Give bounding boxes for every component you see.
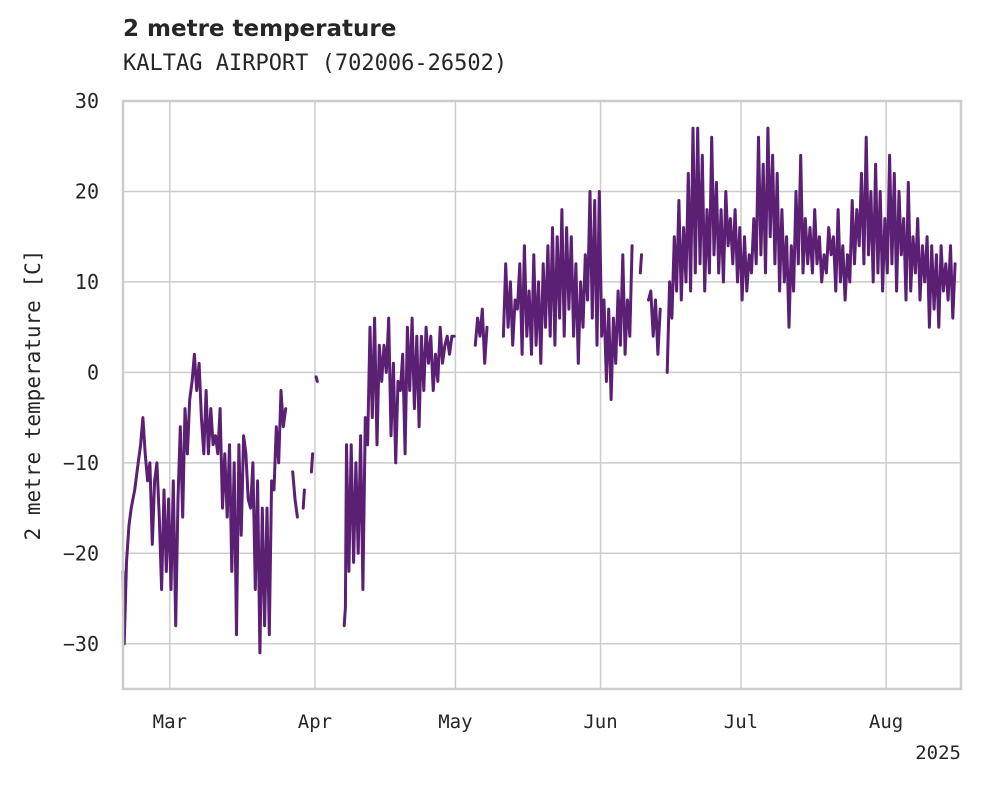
series-line-segment <box>309 452 315 474</box>
series-line-segment <box>314 375 319 383</box>
y-tick-label: 10 <box>75 270 99 294</box>
series-line-segment <box>647 289 662 356</box>
x-tick-label: May <box>438 711 472 733</box>
y-tick-labels: −30 −20 −10 0 10 20 30 <box>63 89 99 656</box>
x-tick-label: Mar <box>153 711 187 733</box>
series-group <box>121 126 957 655</box>
x-tick-label: Aug <box>869 711 903 733</box>
plot-frame <box>121 99 963 691</box>
series-line-segment <box>342 316 456 628</box>
series-line-segment <box>665 126 957 374</box>
y-tick-label: 30 <box>75 89 99 113</box>
grid-lines <box>123 100 961 689</box>
series-line-segment <box>291 470 299 519</box>
y-tick-label: −20 <box>63 541 99 565</box>
y-tick-label: 20 <box>75 179 99 203</box>
series-line-segment <box>638 253 643 275</box>
series-line-segment <box>301 488 306 510</box>
chart-subtitle: KALTAG AIRPORT (702006-26502) <box>123 51 508 76</box>
chart-title: 2 metre temperature <box>123 16 397 42</box>
series-line-segment <box>121 352 288 655</box>
y-tick-label: −30 <box>63 632 99 656</box>
year-label: 2025 <box>915 742 961 764</box>
x-tick-label: Apr <box>298 711 332 733</box>
y-tick-label: 0 <box>87 360 99 384</box>
y-axis-label: 2 metre temperature [C] <box>21 250 45 541</box>
x-tick-labels: Mar Apr May Jun Jul Aug <box>153 711 904 733</box>
x-tick-label: Jul <box>724 711 758 733</box>
series-line-segment <box>501 190 634 401</box>
x-tick-label: Jun <box>583 711 617 733</box>
series-line-segment <box>473 307 489 365</box>
y-tick-label: −10 <box>63 451 99 475</box>
